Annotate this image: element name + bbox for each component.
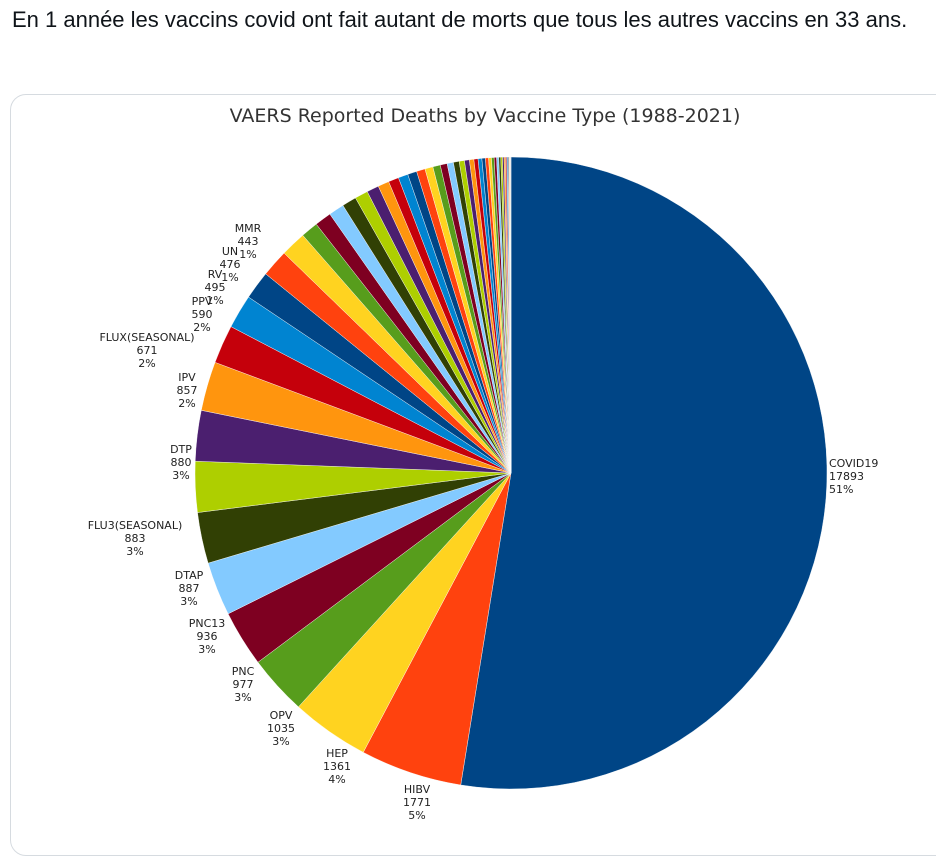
slice-label-percent: 3% [198,643,215,656]
slice-label-percent: 51% [829,483,853,496]
slice-label-value: 883 [125,532,146,545]
slice-label-percent: 3% [172,469,189,482]
slice-label-value: 1771 [403,796,431,809]
slice-label-name: OPV [270,709,293,722]
slice-label-value: 590 [192,308,213,321]
chart-card[interactable]: VAERS Reported Deaths by Vaccine Type (1… [10,94,936,856]
tweet-text: En 1 année les vaccins covid ont fait au… [12,4,924,36]
pie-slice-covid19[interactable] [461,157,827,789]
slice-label-value: 857 [177,384,198,397]
slice-label-percent: 1% [239,248,256,261]
slice-label-value: 476 [220,258,241,271]
slice-label-value: 443 [238,235,259,248]
slice-label-percent: 5% [408,809,425,822]
slice-label-percent: 2% [138,357,155,370]
slice-label-name: DTP [170,443,192,456]
slice-label-percent: 1% [206,294,223,307]
slice-label-name: UN [222,245,238,258]
slice-label-name: DTAP [175,569,204,582]
slice-label-name: PNC [232,665,255,678]
slice-label-percent: 2% [193,321,210,334]
slice-label-value: 977 [233,678,254,691]
slice-label-name: FLU3(SEASONAL) [88,519,183,532]
slice-label-percent: 3% [234,691,251,704]
slice-label-name: PNC13 [189,617,226,630]
slice-label-name: MMR [235,222,262,235]
slice-label-percent: 3% [272,735,289,748]
slice-label-value: 887 [179,582,200,595]
slice-label-name: COVID19 [829,457,878,470]
slice-label-value: 17893 [829,470,864,483]
slice-label-name: FLUX(SEASONAL) [99,331,194,344]
slice-label-percent: 4% [328,773,345,786]
slice-label-value: 936 [197,630,218,643]
slice-label-value: 880 [171,456,192,469]
slice-label-percent: 3% [180,595,197,608]
slice-label-name: HIBV [404,783,431,796]
slice-label-percent: 2% [178,397,195,410]
slice-label-value: 671 [137,344,158,357]
slice-label-name: IPV [178,371,196,384]
slice-label-value: 1035 [267,722,295,735]
slice-label-value: 1361 [323,760,351,773]
slice-label-percent: 1% [221,271,238,284]
slice-label-percent: 3% [126,545,143,558]
slice-label-name: HEP [326,747,348,760]
